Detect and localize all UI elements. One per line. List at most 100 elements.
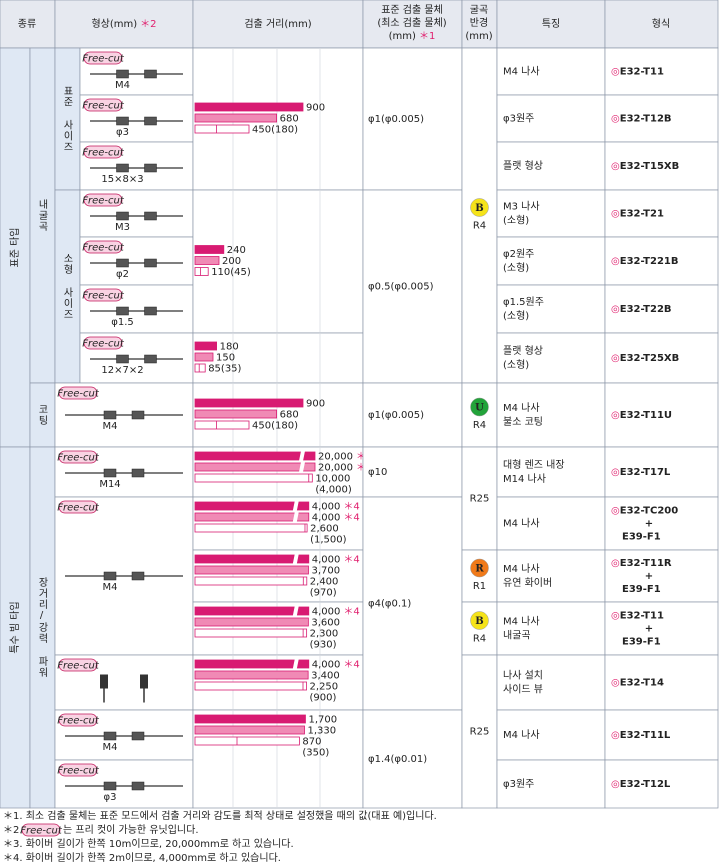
distance-inner: (35)	[221, 364, 242, 375]
model-plus: +	[645, 519, 653, 530]
distance-value: 3,700	[311, 566, 340, 577]
sensor-head	[144, 306, 157, 316]
object-label: φ10	[368, 467, 387, 478]
header-text: (mm)	[389, 31, 416, 42]
distance-bar	[194, 245, 225, 254]
distance-value: 4,000	[312, 513, 341, 524]
model-text: ◎E32-T11U	[611, 410, 672, 421]
sensor-head	[131, 781, 145, 791]
free-cut-label: Free-cut	[82, 54, 125, 65]
feature-cell	[496, 382, 606, 448]
bend-badge	[470, 397, 489, 417]
feature-text: 내굴곡	[503, 630, 531, 642]
feature-text: 플랫 형상	[503, 160, 543, 172]
sensor-head	[131, 468, 145, 478]
distance-bar	[194, 617, 309, 627]
model-text: ◎E32-T12B	[611, 114, 672, 125]
footnote: 는 프리 컷이 가능한 유닛입니다.	[63, 823, 199, 836]
object-cell	[362, 382, 463, 448]
free-cut-badge	[58, 713, 98, 727]
distance-bar	[194, 670, 309, 680]
model-mark: ◎	[611, 256, 620, 267]
distance-label: 200	[222, 256, 241, 267]
model-text: ◎E32-T221B	[611, 256, 678, 267]
distance-inner: (180)	[271, 421, 298, 432]
feature-cell	[496, 654, 606, 711]
model-name: E32-TC200	[620, 506, 679, 517]
distance-bar	[194, 398, 304, 408]
bend-badge-letter: R	[475, 564, 484, 575]
distance-bar	[194, 102, 304, 112]
distance-bar	[194, 267, 209, 276]
model-cell	[604, 284, 719, 334]
free-cut-badge	[83, 288, 123, 302]
feature-text: (소형)	[503, 310, 529, 322]
bend-cell	[461, 549, 498, 603]
distance-inner: (180)	[271, 125, 298, 136]
shape-label: φ1.5	[111, 317, 134, 328]
free-cut-label: Free-cut	[57, 716, 100, 727]
free-cut-label: Free-cut	[82, 196, 125, 207]
footnote: ＊2.	[3, 825, 23, 836]
model-plus: +	[645, 624, 653, 635]
feature-text: M4 나사	[503, 616, 540, 628]
sensor-head	[140, 674, 148, 689]
distance-bar	[194, 113, 277, 123]
feature-text: 대형 렌즈 내장	[503, 459, 565, 471]
distance-value: 240	[227, 245, 246, 256]
distance-label: 4,000 ＊4	[312, 513, 360, 524]
distance-note: ＊4	[343, 502, 359, 513]
distance-value: 4,000	[312, 502, 341, 513]
model-cell	[604, 141, 719, 191]
sensor-head	[116, 306, 129, 316]
object-label: φ1(φ0.005)	[368, 410, 424, 421]
feature-cell	[496, 759, 606, 809]
distance-bar	[194, 659, 310, 669]
category-label: 코팅	[36, 404, 48, 426]
sensor-head	[144, 354, 157, 364]
model-name: E39-F1	[622, 584, 661, 595]
feature-text: M4 나사	[503, 518, 540, 530]
feature-text: 불소 코팅	[503, 416, 543, 428]
bend-cell	[461, 446, 498, 551]
distance-label: 110(45)	[211, 267, 251, 278]
model-name: E32-T11	[620, 67, 664, 78]
distance-value: 450	[252, 125, 271, 136]
distance-label: 3,600	[311, 618, 340, 629]
feature-cell	[496, 189, 606, 238]
distance-bar	[194, 565, 309, 575]
distance-cell	[192, 189, 364, 334]
object-cell	[362, 496, 463, 711]
header-label: 종류	[18, 18, 36, 30]
sensor-head	[116, 258, 129, 268]
distance-label: 3,700	[311, 566, 340, 577]
distance-inner: (930)	[310, 640, 337, 651]
distance-bar	[194, 352, 214, 362]
distance-inner: (900)	[310, 693, 337, 704]
category-cell	[29, 446, 56, 809]
distance-value: 450	[252, 421, 271, 432]
distance-bar	[194, 523, 308, 533]
header-note: ＊1	[419, 31, 435, 42]
category-label: 내굴곡	[36, 199, 48, 232]
header-cell	[362, 0, 463, 49]
free-cut-badge	[83, 145, 123, 159]
bend-badge	[470, 558, 489, 578]
model-name: E32-T25XB	[620, 353, 680, 364]
model-mark: ◎	[611, 678, 620, 689]
distance-bar	[194, 473, 313, 483]
feature-text: M3 나사	[503, 201, 540, 213]
sensor-head	[116, 69, 129, 79]
sensor-head	[116, 163, 129, 173]
shape-label: 12×7×2	[101, 365, 143, 376]
bend-radius: R4	[473, 221, 486, 232]
sensor-head	[131, 571, 145, 581]
category-cell	[54, 47, 81, 191]
shape-label: M4	[103, 742, 118, 753]
header-label: 특징	[542, 18, 560, 30]
model-mark: ◎	[611, 67, 620, 78]
model-cell	[604, 94, 719, 143]
model-name: E32-T221B	[620, 256, 679, 267]
distance-value: 870	[302, 737, 321, 748]
sensor-head	[144, 211, 157, 221]
